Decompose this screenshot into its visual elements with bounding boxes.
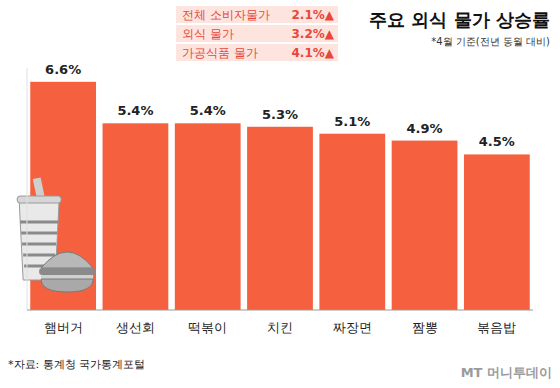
cup-lid [17, 196, 61, 203]
cheese [41, 275, 93, 279]
chart: 6.6% 5.4% 5.4% 5.3% 5.1% 4.9% 4.5% 햄버거 생선회 떡볶이 치킨 짜… [0, 0, 560, 388]
indicator-label: 외식 물가 [182, 27, 234, 41]
indicator-label: 전체 소비자물가 [182, 8, 270, 22]
x-tick-label: 짬뽕 [412, 320, 438, 335]
bun-top [41, 252, 93, 268]
bar [392, 141, 458, 310]
patty [39, 268, 95, 275]
y-axis-line [27, 68, 28, 310]
indicator-bg [176, 44, 338, 61]
x-tick-label: 햄버거 [44, 320, 83, 335]
indicator-value: 2.1%▲ [291, 8, 334, 22]
indicator-bg [176, 25, 338, 42]
x-tick-label: 떡볶이 [188, 320, 227, 335]
x-tick-label: 볶음밥 [477, 320, 516, 335]
bar [247, 127, 313, 310]
indicator-value: 4.1%▲ [291, 46, 334, 60]
indicator-value: 3.2%▲ [291, 27, 334, 41]
credit: MT 머니투데이 [461, 365, 552, 380]
data-label: 4.5% [479, 134, 515, 149]
bar [464, 154, 530, 310]
cup-stripe [20, 221, 58, 224]
data-label: 5.3% [262, 107, 298, 122]
x-tick-label: 짜장면 [333, 320, 372, 335]
data-label: 5.4% [190, 103, 226, 118]
cup-stripe [23, 254, 55, 257]
data-label: 5.4% [117, 103, 153, 118]
bar [175, 123, 241, 310]
x-axis-line [27, 310, 533, 311]
title: 주요 외식 물가 상승률 [369, 9, 550, 30]
indicator-label: 가공식품 물가 [182, 46, 258, 60]
bar [319, 134, 385, 310]
bar [103, 123, 169, 310]
bars [30, 82, 529, 310]
food-icon [17, 177, 95, 292]
x-tick-label: 생선회 [116, 320, 155, 335]
source: *자료: 통계청 국가통계포털 [8, 358, 145, 371]
indicator-bg [176, 6, 338, 23]
data-label: 4.9% [407, 121, 443, 136]
data-label: 5.1% [334, 114, 370, 129]
subtitle: *4월 기준(전년 동월 대비) [431, 36, 550, 47]
x-tick-label: 치킨 [267, 320, 293, 335]
bun-bottom [41, 279, 93, 292]
data-label: 6.6% [45, 62, 81, 77]
